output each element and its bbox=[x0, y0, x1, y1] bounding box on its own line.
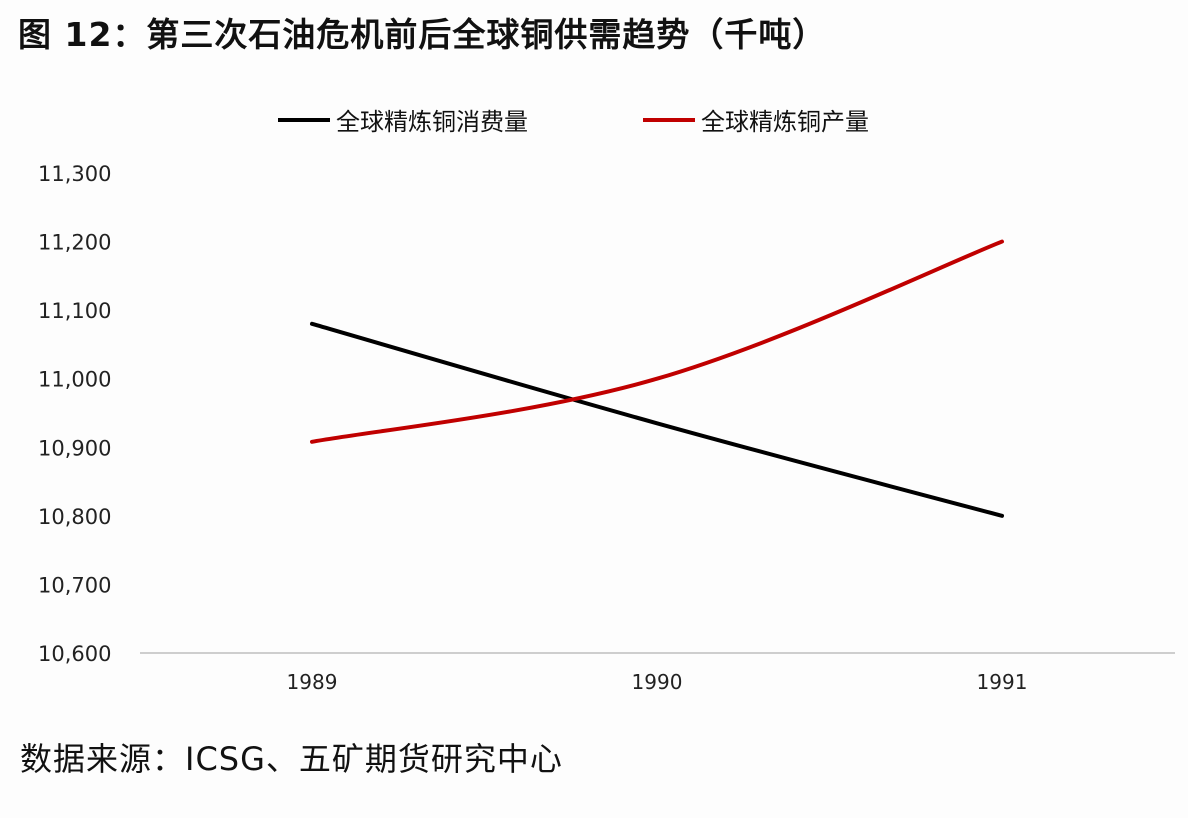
y-tick-label: 10,900 bbox=[38, 436, 111, 460]
legend: 全球精炼铜消费量 全球精炼铜产量 bbox=[278, 102, 984, 137]
x-tick-label: 1990 bbox=[632, 670, 683, 694]
x-tick-label: 1991 bbox=[977, 670, 1028, 694]
y-tick-label: 10,700 bbox=[38, 573, 111, 597]
series-lines bbox=[310, 239, 1004, 518]
y-tick-label: 11,200 bbox=[38, 231, 111, 255]
legend-label-production: 全球精炼铜产量 bbox=[701, 108, 869, 136]
x-tick-label: 1989 bbox=[287, 670, 338, 694]
legend-swatch-black bbox=[278, 117, 330, 122]
data-source: 数据来源：ICSG、五矿期货研究中心 bbox=[20, 740, 563, 778]
production-line bbox=[310, 239, 1004, 444]
legend-item-consumption: 全球精炼铜消费量 bbox=[278, 102, 528, 137]
y-tick-label: 10,800 bbox=[38, 505, 111, 529]
y-tick-label: 10,600 bbox=[38, 642, 111, 666]
legend-swatch-red bbox=[643, 117, 695, 122]
consumption-line bbox=[310, 321, 1004, 518]
y-tick-label: 11,300 bbox=[38, 162, 111, 186]
y-axis-ticks: 11,300 11,200 11,100 11,000 10,900 10,800 10,7… bbox=[38, 162, 111, 666]
y-tick-label: 11,000 bbox=[38, 368, 111, 392]
chart-title: 图 12：第三次石油危机前后全球铜供需趋势（千吨） bbox=[18, 15, 827, 54]
x-axis-ticks: 1989 1990 1991 bbox=[287, 670, 1028, 694]
legend-label-consumption: 全球精炼铜消费量 bbox=[336, 108, 528, 136]
y-tick-label: 11,100 bbox=[38, 299, 111, 323]
legend-item-production: 全球精炼铜产量 bbox=[643, 102, 869, 137]
